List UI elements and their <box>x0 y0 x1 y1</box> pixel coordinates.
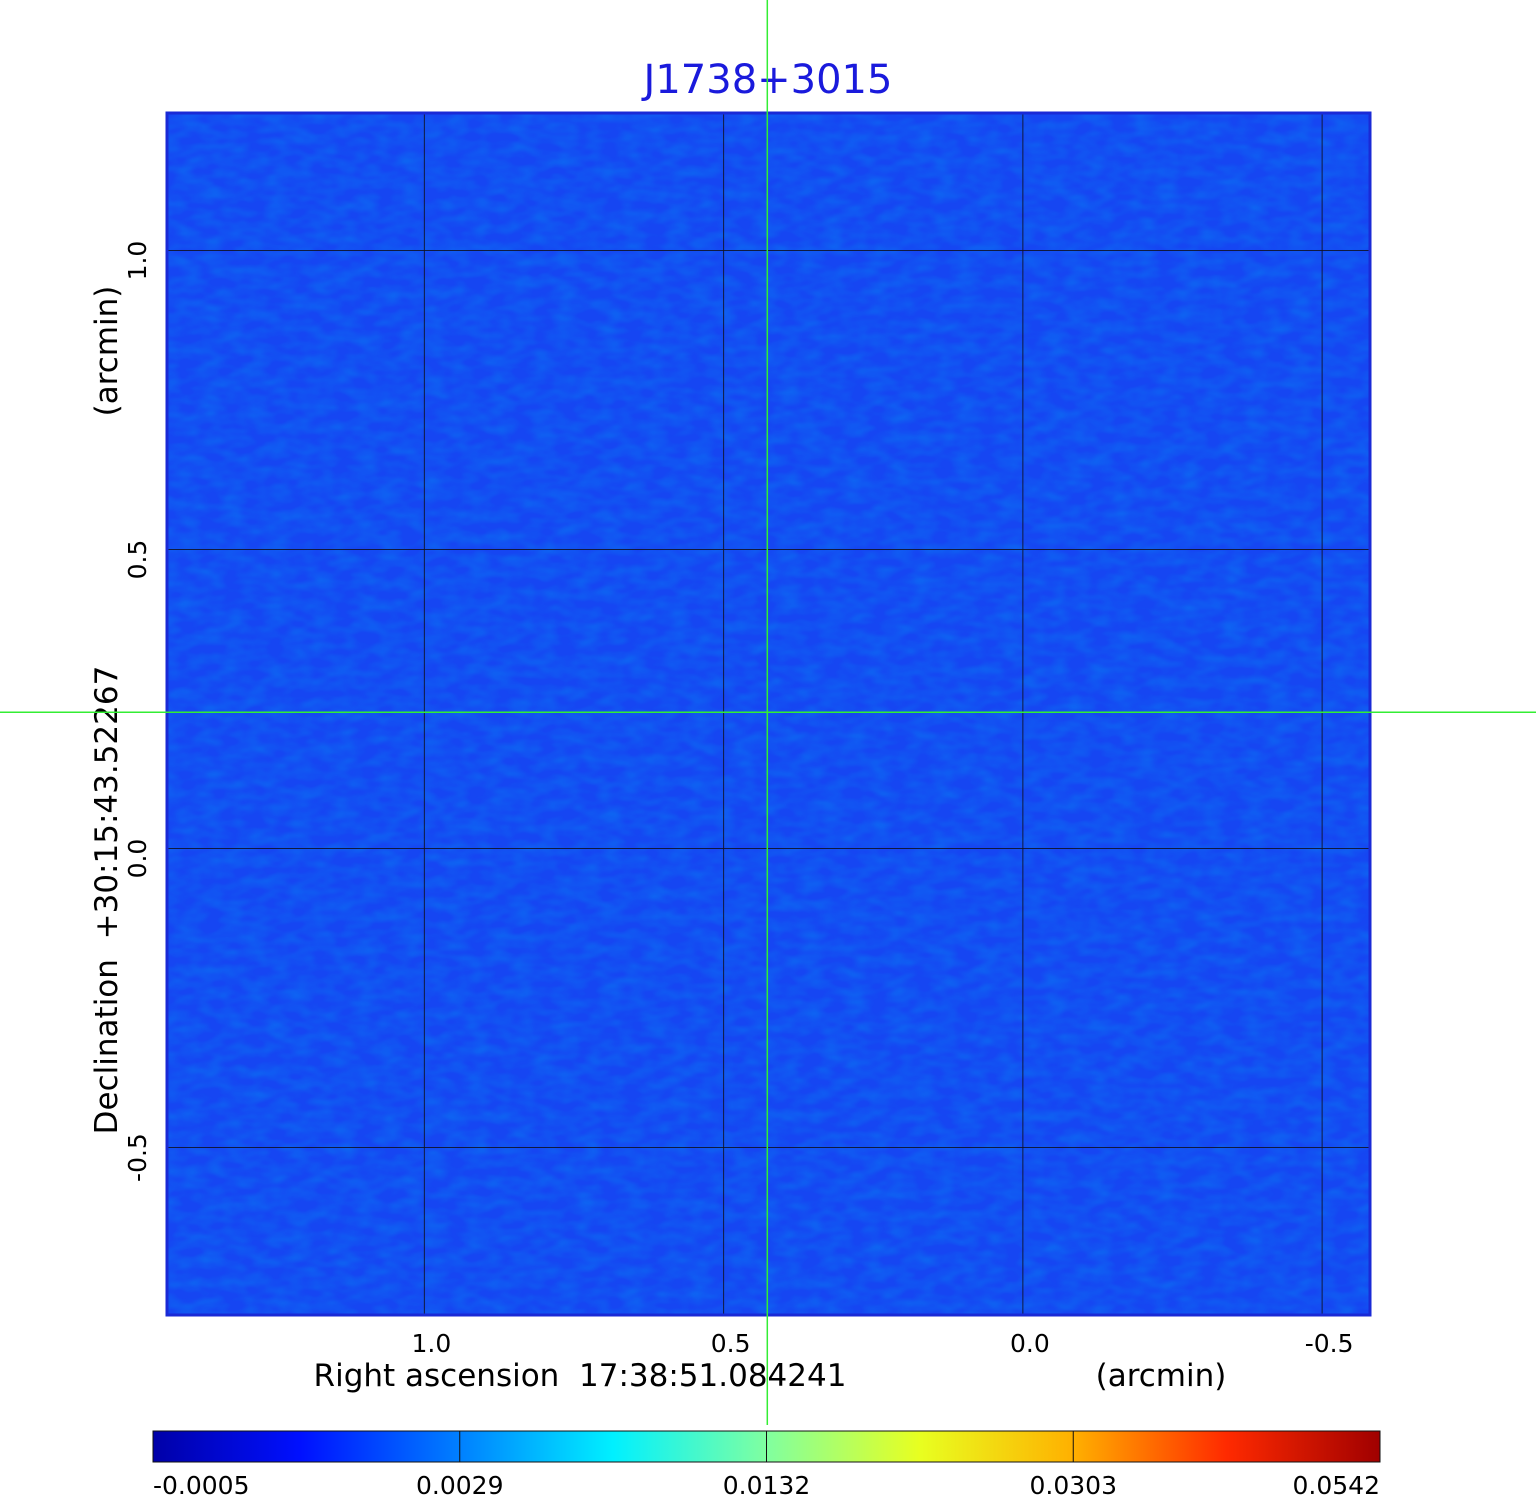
x-axis-label: Right ascension 17:38:51.084241 <box>314 1358 847 1394</box>
y-tick-label: 1.0 <box>123 241 152 281</box>
image-panel <box>167 113 1370 1315</box>
colorbar-tick-label: 0.0542 <box>1293 1471 1380 1500</box>
y-axis-unit: (arcmin) <box>89 286 125 417</box>
y-tick-label: -0.5 <box>123 1133 152 1182</box>
colorbar: -0.0005 0.0029 0.0132 0.0303 0.0542 <box>152 1430 1381 1500</box>
x-tick-label: 0.0 <box>1010 1329 1050 1358</box>
grid-lines <box>167 113 1370 1315</box>
colorbar-tick-label: 0.0132 <box>723 1471 810 1500</box>
y-axis-label: Declination +30:15:43.52267 <box>89 666 125 1135</box>
chart-title: J1738+3015 <box>641 57 893 103</box>
colorbar-ticks: -0.0005 0.0029 0.0132 0.0303 0.0542 <box>152 1431 1381 1500</box>
x-tick-label: 1.0 <box>411 1329 451 1358</box>
noise-texture <box>167 113 1370 1315</box>
x-tick-label: -0.5 <box>1305 1329 1354 1358</box>
colorbar-tick-label: 0.0303 <box>1030 1471 1117 1500</box>
y-tick-label: 0.0 <box>123 839 152 879</box>
plot-frame <box>165 111 1372 1317</box>
y-tick-label: 0.5 <box>123 540 152 580</box>
colorbar-tick-label: -0.0005 <box>153 1471 250 1500</box>
crosshair <box>0 0 1536 1425</box>
x-axis-unit: (arcmin) <box>1096 1358 1227 1394</box>
colorbar-tick-label: 0.0029 <box>416 1471 503 1500</box>
x-axis-ticks: 1.0 0.5 0.0 -0.5 <box>411 1329 1353 1358</box>
y-axis-ticks: 1.0 0.5 0.0 -0.5 <box>123 241 152 1182</box>
x-tick-label: 0.5 <box>711 1329 751 1358</box>
